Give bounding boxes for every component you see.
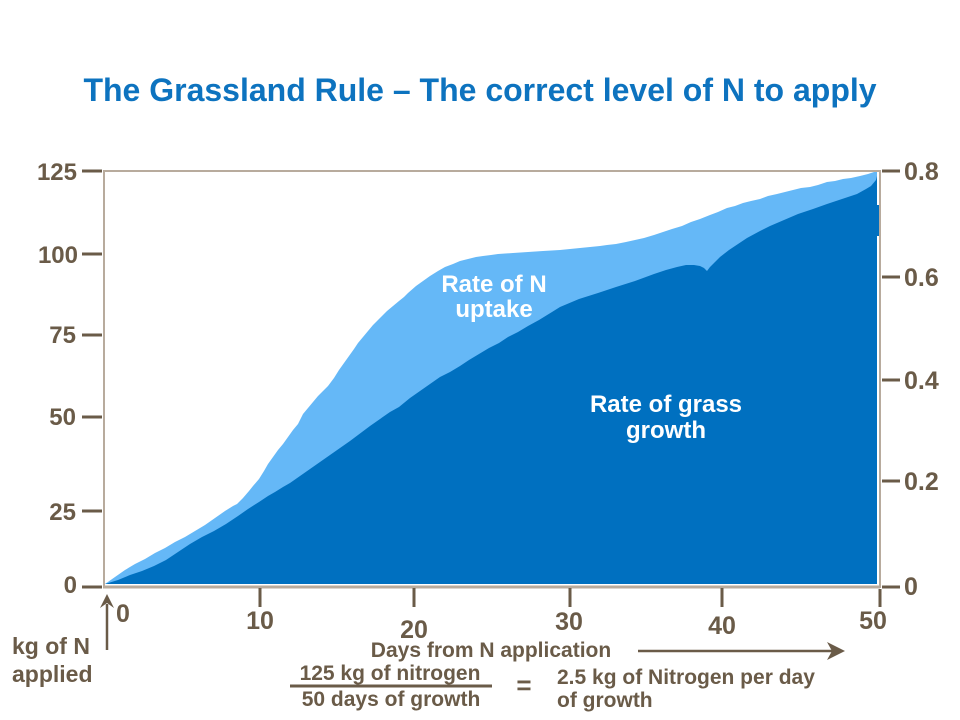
svg-text:50 days of growth: 50 days of growth <box>302 688 481 711</box>
svg-text:100: 100 <box>38 242 78 269</box>
svg-text:40: 40 <box>708 612 736 640</box>
svg-text:75: 75 <box>49 322 76 349</box>
svg-text:kg of N: kg of N <box>12 633 90 659</box>
svg-text:25: 25 <box>49 499 76 526</box>
svg-text:0: 0 <box>116 600 130 628</box>
svg-text:uptake: uptake <box>455 296 532 323</box>
svg-text:125: 125 <box>37 159 77 186</box>
svg-text:30: 30 <box>555 608 583 636</box>
svg-text:50: 50 <box>49 404 76 431</box>
svg-text:growth: growth <box>626 417 706 444</box>
svg-text:0.4: 0.4 <box>904 367 939 395</box>
svg-text:The Grassland Rule – The corre: The Grassland Rule – The correct level o… <box>83 72 876 108</box>
svg-text:Rate of N: Rate of N <box>441 271 546 298</box>
svg-text:0.6: 0.6 <box>904 264 939 292</box>
svg-text:applied: applied <box>12 661 93 687</box>
svg-text:0.8: 0.8 <box>904 158 939 186</box>
svg-text:0.2: 0.2 <box>904 468 939 496</box>
svg-text:10: 10 <box>246 607 274 635</box>
svg-text:2.5 kg of Nitrogen per day: 2.5 kg of Nitrogen per day <box>557 666 815 689</box>
svg-text:50: 50 <box>859 607 887 635</box>
svg-text:0: 0 <box>904 573 918 601</box>
svg-text:0: 0 <box>64 572 77 599</box>
svg-text:Rate of grass: Rate of grass <box>590 391 742 418</box>
svg-text:125 kg of nitrogen: 125 kg of nitrogen <box>300 662 481 685</box>
svg-text:of growth: of growth <box>557 689 653 712</box>
svg-text:Days from N application: Days from N application <box>371 639 611 662</box>
svg-text:=: = <box>516 670 531 700</box>
svg-text:20: 20 <box>400 616 428 644</box>
